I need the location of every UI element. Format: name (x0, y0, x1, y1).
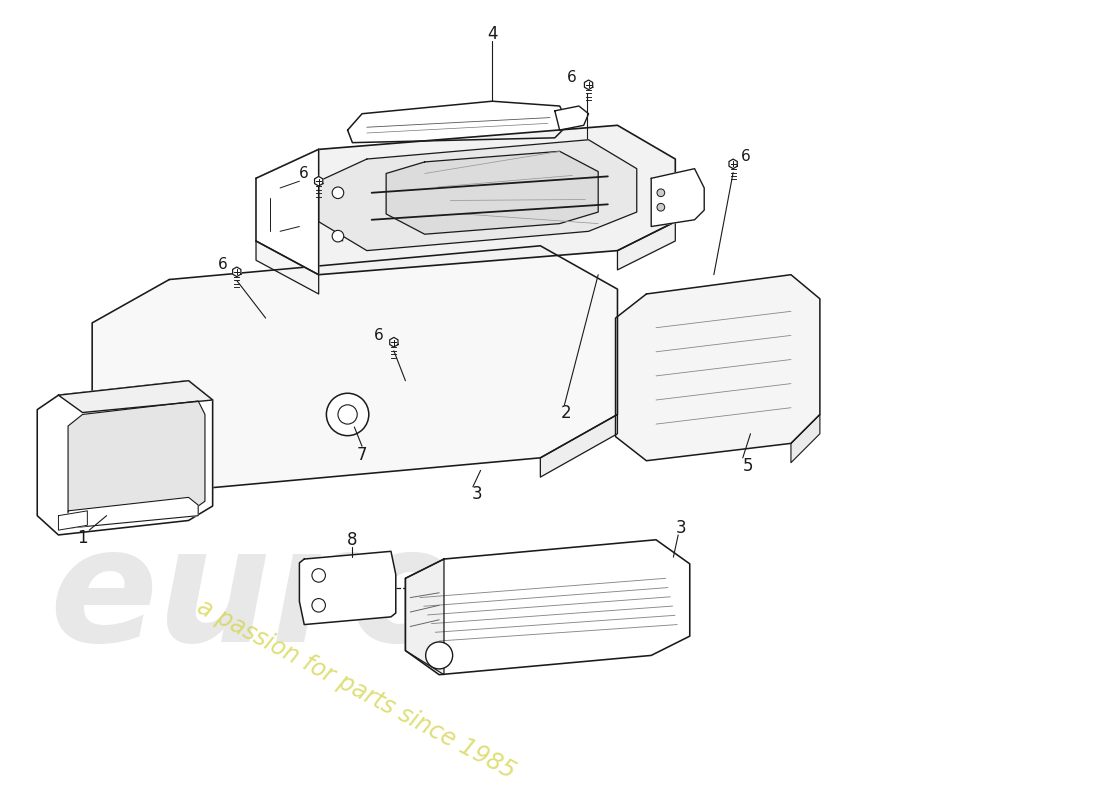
Text: 5: 5 (742, 457, 752, 474)
Text: 6: 6 (299, 166, 309, 181)
Polygon shape (584, 80, 593, 90)
Text: a passion for parts since 1985: a passion for parts since 1985 (194, 594, 519, 783)
Polygon shape (406, 540, 690, 674)
Circle shape (312, 569, 326, 582)
Polygon shape (58, 511, 87, 530)
Polygon shape (651, 169, 704, 226)
Polygon shape (348, 102, 570, 142)
Text: 2: 2 (561, 403, 572, 422)
Polygon shape (68, 401, 205, 523)
Polygon shape (232, 267, 241, 277)
Polygon shape (319, 140, 637, 250)
Polygon shape (299, 551, 396, 625)
Polygon shape (92, 448, 169, 511)
Text: 4: 4 (487, 25, 497, 42)
Circle shape (426, 642, 453, 669)
Text: 3: 3 (675, 519, 686, 537)
Text: 3: 3 (472, 486, 482, 503)
Polygon shape (386, 151, 598, 234)
Circle shape (332, 230, 343, 242)
Polygon shape (617, 222, 675, 270)
Circle shape (327, 394, 368, 436)
Text: 1: 1 (77, 529, 88, 547)
Polygon shape (92, 246, 617, 491)
Polygon shape (540, 414, 617, 477)
Polygon shape (256, 241, 319, 294)
Polygon shape (729, 159, 737, 169)
Polygon shape (791, 414, 820, 462)
Polygon shape (58, 381, 212, 413)
Text: 6: 6 (568, 70, 578, 85)
Circle shape (312, 598, 326, 612)
Text: 7: 7 (356, 446, 367, 464)
Polygon shape (315, 177, 322, 186)
Circle shape (657, 203, 664, 211)
Circle shape (338, 405, 358, 424)
Circle shape (332, 187, 343, 198)
Polygon shape (256, 150, 319, 274)
Circle shape (657, 189, 664, 197)
Text: 6: 6 (374, 328, 383, 343)
Text: euro: euro (48, 520, 460, 675)
Text: 8: 8 (348, 530, 358, 549)
Polygon shape (389, 338, 398, 347)
Text: 6: 6 (218, 257, 228, 271)
Polygon shape (256, 126, 675, 274)
Polygon shape (68, 498, 198, 528)
Polygon shape (616, 274, 820, 461)
Polygon shape (554, 106, 588, 130)
Text: 6: 6 (740, 149, 750, 164)
Polygon shape (406, 559, 444, 674)
Polygon shape (37, 381, 212, 535)
